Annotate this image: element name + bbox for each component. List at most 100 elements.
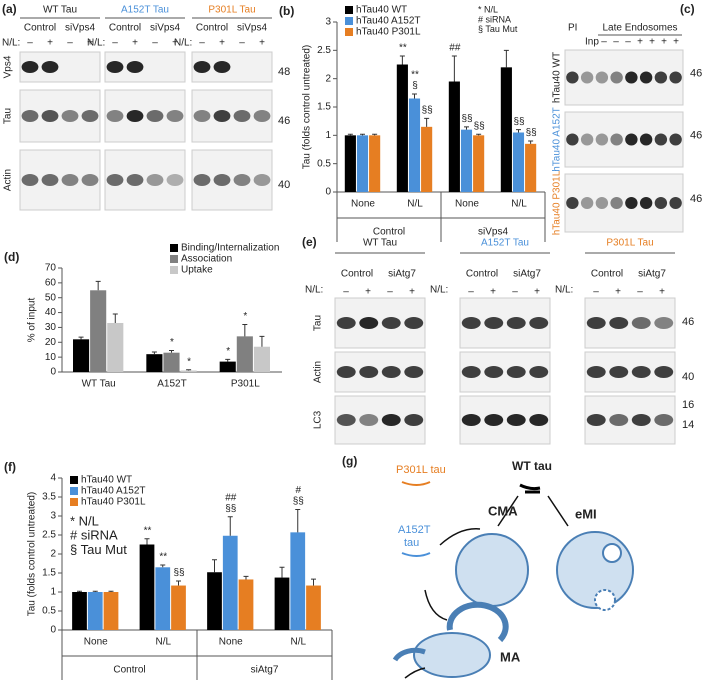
significance-marker: §§ xyxy=(461,113,472,124)
y-tick-label: 2 xyxy=(50,549,56,560)
band xyxy=(639,133,653,146)
sign: – xyxy=(613,37,619,48)
bar xyxy=(238,579,254,630)
error-bar xyxy=(528,140,534,144)
legend-swatch xyxy=(70,487,78,495)
sign: + xyxy=(637,37,643,48)
sign: + xyxy=(615,287,621,298)
error-bar xyxy=(451,55,457,82)
significance-marker: ** xyxy=(411,70,419,81)
row-label: Vps4 xyxy=(3,55,14,78)
band xyxy=(669,71,682,84)
band xyxy=(654,366,674,378)
legend-label: Association xyxy=(181,254,232,265)
diagram-label: tau xyxy=(404,537,419,549)
bar xyxy=(207,572,222,630)
diagram xyxy=(392,481,634,679)
x-tick-label: WT Tau xyxy=(82,379,116,390)
band xyxy=(193,174,211,186)
diagram-label: CMA xyxy=(488,503,518,518)
bar xyxy=(512,132,525,192)
y-tick-label: 3.5 xyxy=(42,492,56,503)
ma-membrane xyxy=(446,601,509,643)
sign: + xyxy=(490,287,496,298)
error-bar xyxy=(476,133,482,136)
band xyxy=(81,110,99,122)
wt-tau-shape xyxy=(519,483,541,494)
error-bar xyxy=(144,538,150,545)
legend-swatch xyxy=(70,498,78,506)
sign: + xyxy=(47,38,53,49)
a152t-shape xyxy=(401,552,431,557)
band xyxy=(166,174,184,186)
cell-circle xyxy=(556,531,634,609)
error-bar xyxy=(516,129,521,133)
legend-swatch xyxy=(170,244,178,252)
sign: – xyxy=(343,287,349,298)
band xyxy=(580,133,594,146)
bar xyxy=(222,535,238,630)
bar xyxy=(72,592,87,630)
band xyxy=(529,366,549,378)
legend-swatch xyxy=(70,476,78,484)
band xyxy=(631,317,651,329)
sign: – xyxy=(199,38,205,49)
panel-label: (f) xyxy=(4,460,16,474)
band xyxy=(625,71,638,84)
significance-marker: # xyxy=(295,485,301,496)
significance-marker: §§ xyxy=(293,496,304,507)
column-header: WT Tau xyxy=(363,238,397,249)
band xyxy=(213,61,231,73)
bar xyxy=(139,544,155,630)
row-label: hTau40 P301L xyxy=(552,170,563,235)
size-marker: 40 xyxy=(682,371,694,383)
band xyxy=(359,317,379,329)
bar xyxy=(274,577,290,630)
error-bar xyxy=(464,126,469,130)
error-bar xyxy=(360,133,365,136)
band xyxy=(625,197,638,209)
band xyxy=(595,197,609,209)
band xyxy=(610,133,623,146)
group-label: Control xyxy=(113,665,145,676)
sign: – xyxy=(112,38,118,49)
row-label: LC3 xyxy=(313,410,324,429)
row-label: hTau40 A152T xyxy=(552,107,563,172)
subheader: Control xyxy=(196,23,228,34)
subheader: siVps4 xyxy=(65,23,95,34)
band xyxy=(566,133,579,146)
band xyxy=(484,317,504,329)
band xyxy=(625,133,638,146)
diagram-label: MA xyxy=(500,649,521,664)
significance-marker: ** xyxy=(159,552,167,563)
size-marker: 14 xyxy=(682,419,694,431)
sign: + xyxy=(661,37,667,48)
bar xyxy=(219,361,236,372)
y-tick-label: 60 xyxy=(45,277,57,288)
bar xyxy=(396,64,408,192)
sign: + xyxy=(87,38,93,49)
y-tick-label: 70 xyxy=(45,263,57,274)
band xyxy=(631,366,651,378)
subheader: siVps4 xyxy=(150,23,180,34)
significance-marker: * xyxy=(170,337,174,348)
diagram-label: A152T xyxy=(398,524,431,536)
vesicle xyxy=(602,543,622,563)
x-tick-label: A152T xyxy=(157,379,186,390)
bar xyxy=(90,290,107,372)
y-tick-label: 40 xyxy=(45,307,57,318)
sign: – xyxy=(593,287,599,298)
legend-label: hTau40 WT xyxy=(356,5,407,16)
error-bar xyxy=(503,49,509,68)
y-tick-label: 10 xyxy=(45,352,57,363)
size-marker: 48 xyxy=(278,66,290,78)
band xyxy=(529,414,549,426)
nl-label: N/L: xyxy=(2,38,20,49)
error-bar xyxy=(95,280,101,291)
band xyxy=(669,133,682,146)
sign: – xyxy=(67,38,73,49)
size-marker: 46 xyxy=(682,316,694,328)
band xyxy=(81,174,99,186)
row-label: hTau40 WT xyxy=(552,52,563,103)
column-header: Late Endosomes xyxy=(602,23,677,34)
